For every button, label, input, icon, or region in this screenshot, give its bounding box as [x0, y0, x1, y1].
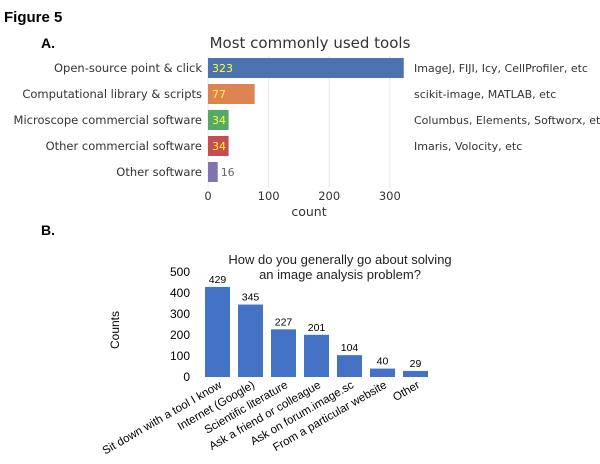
chart-b-data-label: 429: [209, 274, 227, 286]
chart-b-data-label: 29: [410, 358, 422, 370]
chart-b: How do you generally go about solving an…: [101, 252, 452, 457]
chart-a-annotation: Columbus, Elements, Softworx, etc: [414, 114, 600, 127]
chart-b-bar: [271, 329, 296, 377]
chart-b-data-label: 40: [377, 356, 389, 368]
chart-b-bar: [238, 304, 263, 377]
chart-a-value-label: 323: [212, 62, 233, 75]
chart-b-bar: [304, 334, 329, 377]
chart-b-ylabel: Counts: [108, 311, 122, 349]
chart-b-ytick-label: 300: [170, 307, 190, 321]
chart-a-bar: [208, 84, 255, 104]
chart-b-ytick-label: 500: [170, 265, 190, 279]
chart-a-value-label: 16: [221, 166, 235, 179]
chart-a-bar: [208, 58, 404, 78]
chart-a-category-label: Microscope commercial software: [14, 113, 202, 127]
chart-a-category-label: Computational library & scripts: [22, 87, 202, 101]
chart-b-ytick-label: 400: [170, 286, 190, 300]
chart-b-bar: [370, 368, 395, 377]
chart-a-xlabel: count: [291, 204, 326, 219]
chart-a-annotation: scikit-image, MATLAB, etc: [414, 88, 556, 101]
chart-a-value-label: 34: [212, 140, 226, 153]
chart-a-xtick-label: 300: [379, 189, 401, 203]
chart-a-value-label: 77: [212, 88, 226, 101]
chart-b-bar: [205, 286, 230, 377]
chart-b-data-label: 227: [275, 316, 293, 328]
chart-b-data-label: 201: [308, 322, 326, 334]
chart-a-annotation: ImageJ, FIJI, Icy, CellProfiler, etc: [414, 62, 588, 75]
chart-a-bar: [208, 110, 229, 130]
chart-a-xtick-label: 200: [318, 189, 340, 203]
chart-a-value-label: 34: [212, 114, 226, 127]
chart-b-category-label: Other: [391, 379, 422, 404]
chart-a-category-label: Other software: [116, 165, 202, 179]
chart-a-bar: [208, 136, 229, 156]
panel-a-label: A.: [41, 35, 55, 51]
panel-b-label: B.: [41, 222, 55, 238]
chart-a: Most commonly used tools Open-source poi…: [14, 34, 600, 219]
chart-a-category-label: Open-source point & click: [54, 61, 202, 75]
chart-b-title-line-2: an image analysis problem?: [259, 267, 421, 282]
chart-b-ytick-label: 0: [183, 370, 190, 384]
chart-a-xtick-label: 0: [204, 189, 211, 203]
chart-a-title: Most commonly used tools: [210, 34, 411, 52]
chart-b-ytick-label: 100: [170, 349, 190, 363]
figure-title: Figure 5: [4, 9, 62, 26]
chart-b-bar: [403, 370, 428, 377]
chart-a-bar: [208, 162, 218, 182]
chart-b-data-label: 345: [242, 292, 260, 304]
chart-a-xtick-label: 100: [258, 189, 280, 203]
chart-a-category-label: Other commercial software: [46, 139, 202, 153]
chart-b-title-line-1: How do you generally go about solving: [228, 252, 451, 267]
chart-b-ytick-label: 200: [170, 328, 190, 342]
chart-b-bar: [337, 355, 362, 377]
chart-a-annotation: Imaris, Volocity, etc: [414, 140, 522, 153]
chart-b-data-label: 104: [341, 342, 359, 354]
